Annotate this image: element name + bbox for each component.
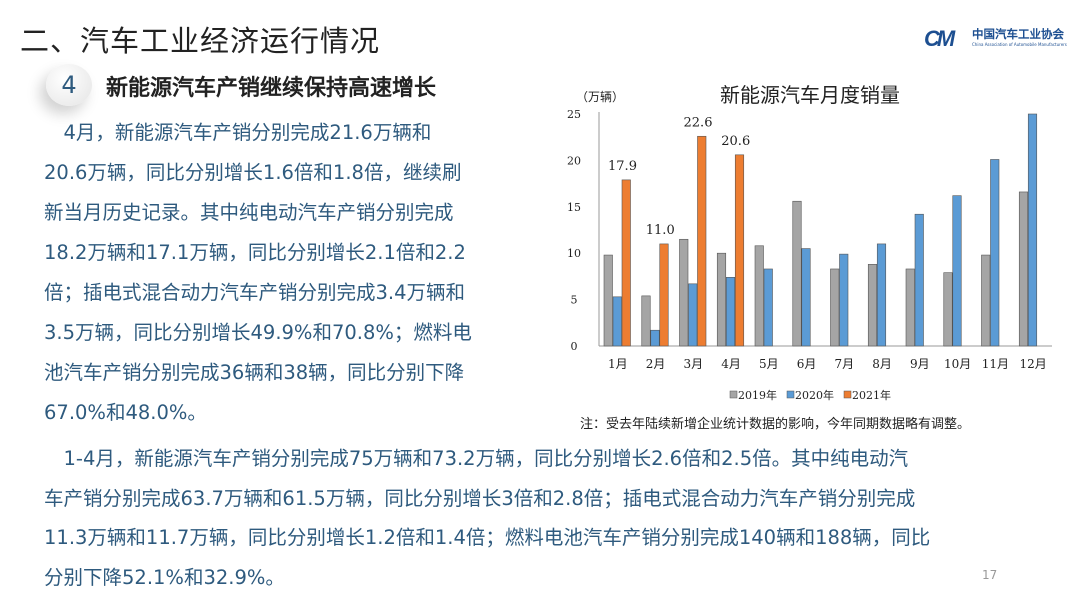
bar-2020年-1月: [612, 296, 622, 347]
monthly-sales-chart: 新能源汽车月度销量 （万辆） 0 5 10 15 20 25 1月 17.9 2月 11.0 3月 22.…: [567, 83, 1052, 402]
bar-2020年-10月: [952, 195, 962, 347]
legend-swatch-2020年: [786, 390, 795, 399]
x-tick-label: 11月: [982, 357, 1009, 371]
text-line: 67.0%和48.0%。: [44, 401, 207, 424]
x-tick-label: 12月: [1019, 357, 1046, 371]
bar-2020年-6月: [801, 248, 811, 347]
bar-2020年-12月: [1027, 113, 1038, 347]
y-tick-label: 20: [567, 154, 581, 167]
text-line: 分别下降52.1%和32.9%。: [44, 565, 285, 589]
legend-label: 2020年: [795, 388, 834, 402]
chart-title: 新能源汽车月度销量: [720, 83, 900, 107]
x-tick-label: 2月: [646, 357, 666, 371]
bar-2020年-8月: [876, 243, 887, 347]
bar-2019年-4月: [716, 252, 727, 347]
y-tick-label: 10: [567, 247, 581, 260]
data-label: 22.6: [684, 115, 713, 130]
text-line: 3.5万辆，同比分别增长49.9%和70.8%；燃料电: [44, 321, 472, 344]
bar-2020年-7月: [839, 253, 849, 347]
text-line: 新当月历史记录。其中纯电动汽车产销分别完成: [44, 201, 454, 224]
x-tick-label: 3月: [684, 357, 704, 371]
bar-2020年-9月: [914, 213, 924, 347]
bar-2021年-4月: [734, 154, 745, 347]
bar-2019年-6月: [792, 200, 802, 347]
bar-2019年-8月: [867, 264, 878, 347]
bar-2019年-9月: [905, 268, 915, 347]
legend-label: 2019年: [738, 388, 777, 402]
x-tick-label: 9月: [910, 357, 930, 371]
bar-2019年-5月: [754, 245, 764, 347]
text-line: 4月，新能源汽车产销分别完成21.6万辆和: [44, 121, 432, 144]
bar-2019年-1月: [603, 254, 613, 347]
bar-2019年-3月: [679, 238, 689, 347]
data-label: 17.9: [608, 159, 637, 174]
paragraph-april: 4月，新能源汽车产销分别完成21.6万辆和 20.6万辆，同比分别增长1.6倍和…: [44, 113, 472, 433]
text-line: 1-4月，新能源汽车产销分别完成75万辆和73.2万辆，同比分别增长2.6倍和2…: [44, 447, 909, 470]
bar-2019年-10月: [943, 272, 953, 347]
legend-label: 2021年: [852, 388, 891, 402]
logo-name-cn: 中国汽车工业协会: [972, 27, 1064, 41]
bar-2019年-7月: [830, 268, 840, 347]
text-line: 倍；插电式混合动力汽车产销分别完成3.4万辆和: [44, 281, 466, 304]
slide-title: 二、汽车工业经济运行情况: [20, 24, 381, 58]
y-axis-unit: （万辆）: [576, 90, 624, 104]
x-tick-label: 4月: [721, 357, 741, 371]
bar-2019年-2月: [641, 295, 651, 347]
section-number-badge: 4: [46, 64, 92, 106]
bar-2020年-5月: [763, 268, 773, 347]
bar-2021年-2月: [659, 243, 669, 347]
y-tick-label: 5: [571, 294, 578, 307]
bar-2019年-12月: [1018, 191, 1029, 347]
data-label: 11.0: [646, 223, 675, 238]
text-line: 20.6万辆，同比分别增长1.6倍和1.8倍，继续刷: [44, 161, 462, 184]
page-number: 17: [982, 568, 998, 582]
text-line: 11.3万辆和11.7万辆，同比分别增长1.2倍和1.4倍；燃料电池汽车产销分别…: [44, 526, 931, 549]
data-label: 20.6: [721, 134, 750, 149]
bar-2020年-11月: [990, 159, 1000, 347]
text-line: 车产销分别完成63.7万辆和61.5万辆，同比分别增长3倍和2.8倍；插电式混合…: [44, 486, 916, 510]
y-tick-label: 25: [567, 108, 581, 121]
legend-swatch-2019年: [729, 390, 738, 399]
x-tick-label: 8月: [872, 357, 892, 371]
logo-name-en: China Association of Automobile Manufact…: [972, 42, 1067, 47]
x-tick-label: 7月: [835, 357, 855, 371]
x-tick-label: 5月: [759, 357, 779, 371]
chart-note: 注：受去年陆续新增企业统计数据的影响，今年同期数据略有调整。: [580, 417, 971, 432]
bar-2021年-1月: [621, 179, 631, 347]
x-tick-label: 6月: [797, 357, 817, 371]
bar-2020年-2月: [650, 329, 660, 347]
logo-mark: CM: [924, 26, 955, 51]
text-line: 池汽车产销分别完成36辆和38辆，同比分别下降: [44, 361, 465, 384]
section-heading: 新能源汽车产销继续保持高速增长: [106, 76, 437, 101]
bar-2020年-3月: [688, 283, 698, 347]
x-tick-label: 10月: [944, 357, 971, 371]
bar-2019年-11月: [981, 254, 991, 347]
logo: CM 中国汽车工业协会 China Association of Automob…: [924, 24, 1074, 54]
x-tick-label: 1月: [608, 357, 628, 371]
y-tick-label: 0: [571, 340, 578, 353]
bar-2020年-4月: [725, 277, 736, 347]
bar-2021年-3月: [697, 135, 707, 347]
text-line: 18.2万辆和17.1万辆，同比分别增长2.1倍和2.2: [44, 241, 466, 264]
paragraph-jan-apr: 1-4月，新能源汽车产销分别完成75万辆和73.2万辆，同比分别增长2.6倍和2…: [44, 439, 930, 597]
legend-swatch-2021年: [843, 390, 852, 399]
y-tick-label: 15: [567, 201, 581, 214]
